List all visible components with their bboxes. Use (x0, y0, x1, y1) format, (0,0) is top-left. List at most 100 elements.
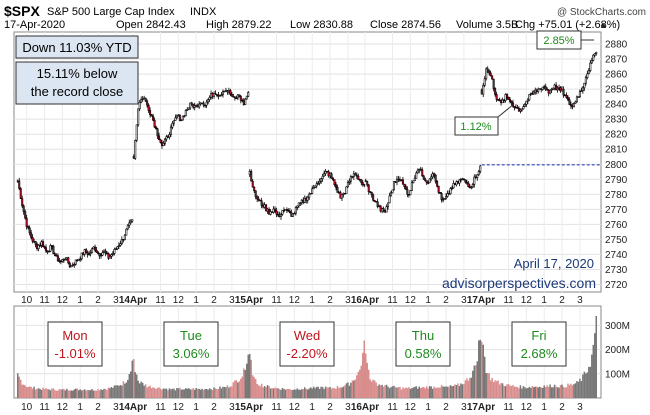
x-hour-label: 2 (95, 295, 101, 306)
volume-bar (260, 383, 263, 398)
volume-bar (327, 387, 330, 398)
volume-bar (253, 377, 255, 398)
volume-bar (280, 389, 282, 398)
volume-bar (271, 388, 273, 398)
volume-bar (185, 388, 187, 398)
candle-body (171, 122, 174, 128)
volume-bar (210, 389, 212, 398)
candle-body (537, 88, 540, 92)
candle-body (340, 194, 343, 199)
candle-body (37, 244, 40, 250)
candle-body (439, 192, 442, 194)
candle-body (116, 246, 119, 250)
volume-bar (33, 386, 35, 398)
candle-body (450, 187, 453, 189)
candle-body (257, 198, 260, 201)
candle-body (140, 99, 143, 103)
volume-bar (515, 386, 517, 398)
candle-body (251, 180, 254, 188)
volume-bar (405, 387, 407, 398)
price-tick-label: 2850 (605, 85, 628, 96)
candle-body (49, 245, 52, 252)
volume-bar (414, 386, 416, 398)
pct-top-label: 2.85% (543, 35, 574, 47)
candle-body (306, 196, 309, 201)
exchange-label: INDX (190, 6, 217, 18)
volume-bar (567, 383, 569, 398)
volume-bar (552, 387, 554, 398)
candle-body (489, 72, 492, 76)
volume-bar (46, 389, 49, 398)
volume-bar (571, 385, 574, 398)
volume-bar (272, 388, 275, 398)
volume-bar (211, 389, 214, 398)
volume-bar (384, 385, 386, 398)
candle-body (22, 205, 25, 213)
candle-body (467, 182, 470, 187)
volume-bar (109, 388, 111, 398)
volume-bar (521, 388, 523, 398)
volume-bar (275, 387, 278, 398)
volume-bar (135, 374, 138, 398)
candle-body (279, 213, 282, 217)
candle-body (229, 90, 232, 95)
candle-body (70, 264, 73, 268)
candle-body (141, 98, 144, 101)
x-hour-label: 3 (345, 295, 351, 306)
volume-bar (507, 384, 510, 398)
candle-body (44, 247, 47, 252)
candle-body (190, 102, 193, 105)
volume-bar (110, 386, 113, 398)
candle-body (152, 115, 155, 121)
volume-bar (323, 388, 325, 398)
volume-bar (315, 386, 318, 398)
volume-bar (576, 381, 578, 398)
candle-body (294, 207, 297, 214)
pct-mid-box (454, 116, 499, 136)
volume-bar (49, 390, 52, 398)
volume-bar (240, 378, 242, 398)
volume-bar (385, 384, 388, 398)
volume-bar (249, 353, 251, 398)
volume-bar (229, 386, 232, 398)
volume-bar (326, 387, 328, 398)
volume-bar (30, 386, 32, 398)
volume-bar (127, 379, 129, 398)
day-name-label: Fri (531, 328, 546, 343)
candle-body (39, 244, 42, 247)
candle-body (392, 181, 395, 191)
volume-bar (481, 341, 483, 398)
volume-bar (439, 387, 441, 398)
candle-body (219, 95, 222, 97)
candle-body (281, 210, 284, 215)
price-tick-label: 2810 (605, 145, 628, 156)
volume-bar (478, 340, 480, 398)
candle-body (364, 180, 367, 182)
candle-body (244, 98, 247, 105)
x-hour-label: 11 (39, 295, 50, 306)
volume-bar (302, 389, 305, 398)
volume-bar (257, 385, 260, 398)
volume-bar (259, 386, 261, 398)
volume-bar (234, 380, 236, 398)
volume-bar (512, 385, 514, 398)
volume-bar (204, 388, 206, 398)
day-change-label: 2.68% (521, 346, 558, 361)
volume-bar (391, 386, 394, 398)
candle-body (552, 87, 555, 90)
volume-bar (214, 388, 217, 398)
candle-body (488, 70, 491, 74)
candle-body (275, 210, 278, 215)
volume-bar (460, 383, 462, 398)
candle-body (174, 117, 177, 121)
volume-bar (491, 377, 493, 398)
volume-bar (332, 387, 334, 398)
volume-bar (195, 388, 197, 398)
volume-bar (443, 386, 446, 398)
candle-body (513, 105, 516, 108)
ytd-box (15, 35, 139, 59)
candle-body (89, 252, 92, 255)
volume-bar (43, 389, 46, 398)
x-hour-label: 1 (541, 402, 547, 413)
volume-bar (225, 387, 227, 398)
